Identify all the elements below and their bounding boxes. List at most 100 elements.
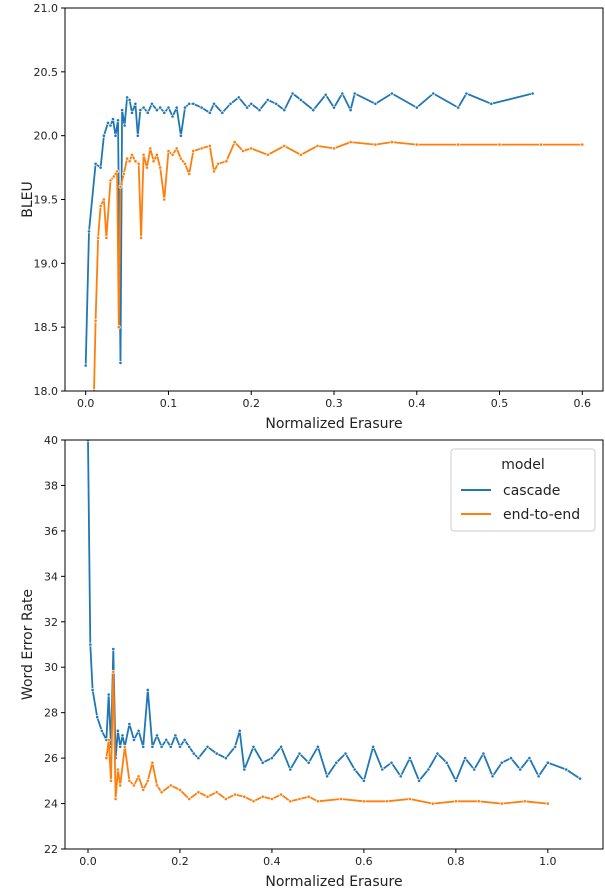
- bleu-point-cascade: [464, 91, 469, 96]
- bleu-point-cascade: [130, 110, 134, 115]
- wer-point-cascade: [178, 744, 182, 749]
- wer-point-cascade: [490, 774, 495, 779]
- bleu-point-end-to-end: [166, 149, 171, 153]
- bleu-point-end-to-end: [162, 197, 167, 202]
- bleu-point-end-to-end: [125, 156, 130, 161]
- bleu-point-cascade: [111, 117, 115, 122]
- bleu-point-end-to-end: [232, 140, 237, 145]
- bleu-point-end-to-end: [130, 152, 134, 157]
- bleu-point-end-to-end: [104, 235, 109, 240]
- wer-point-end-to-end: [159, 790, 164, 795]
- bleu-point-cascade: [120, 108, 125, 113]
- wer-point-end-to-end: [150, 760, 155, 765]
- bleu-x-tick-label: 0.4: [408, 397, 426, 410]
- wer-point-cascade: [371, 744, 376, 749]
- wer-point-end-to-end: [260, 794, 265, 799]
- bleu-point-end-to-end: [315, 143, 320, 148]
- wer-point-cascade: [288, 767, 293, 772]
- wer-point-end-to-end: [453, 799, 458, 804]
- wer-x-tick-label: 1.0: [539, 855, 557, 868]
- wer-point-end-to-end: [127, 778, 132, 783]
- bleu-point-cascade: [249, 101, 254, 106]
- bleu-point-end-to-end: [133, 159, 138, 164]
- bleu-point-cascade: [212, 101, 216, 106]
- wer-point-cascade: [106, 692, 111, 697]
- wer-point-end-to-end: [132, 783, 136, 788]
- bleu-x-tick-label: 0.2: [242, 397, 260, 410]
- wer-point-cascade: [527, 756, 532, 761]
- wer-x-tick-label: 0.8: [447, 855, 465, 868]
- bleu-point-cascade: [116, 118, 120, 123]
- bleu-point-cascade: [228, 101, 233, 106]
- wer-y-tick-label: 26: [44, 752, 58, 765]
- bleu-y-axis-label: BLEU: [20, 181, 36, 218]
- wer-point-cascade: [159, 744, 164, 749]
- bleu-point-cascade: [274, 101, 279, 106]
- wer-x-axis-label: Normalized Erasure: [265, 874, 402, 890]
- bleu-point-end-to-end: [212, 169, 216, 174]
- bleu-y-tick-label: 18.0: [34, 385, 59, 398]
- wer-point-cascade: [196, 756, 201, 761]
- wer-point-end-to-end: [214, 790, 219, 795]
- wer-point-cascade: [453, 778, 458, 783]
- wer-point-cascade: [260, 760, 265, 765]
- wer-y-tick-label: 40: [44, 434, 58, 447]
- wer-point-cascade: [150, 744, 155, 749]
- bleu-point-end-to-end: [118, 184, 123, 189]
- bleu-chart: 0.0 0.1 0.2 0.3 0.4 0.5 0.6 18.0 18.5 19.0 19.5 20.…: [20, 2, 604, 432]
- wer-point-cascade: [132, 738, 136, 742]
- bleu-point-end-to-end: [373, 142, 378, 147]
- wer-point-cascade: [88, 642, 93, 647]
- wer-point-end-to-end: [279, 792, 284, 797]
- wer-point-cascade: [343, 751, 348, 756]
- bleu-point-cascade: [414, 105, 419, 110]
- bleu-x-tick-label: 0.1: [160, 397, 178, 410]
- wer-point-cascade: [168, 744, 173, 749]
- wer-point-cascade: [242, 767, 247, 772]
- wer-point-end-to-end: [476, 799, 481, 804]
- wer-point-cascade: [214, 751, 219, 756]
- wer-y-tick-label: 30: [44, 661, 58, 674]
- wer-point-end-to-end: [141, 788, 146, 792]
- bleu-point-end-to-end: [199, 146, 204, 151]
- wer-point-cascade: [111, 647, 116, 651]
- wer-point-end-to-end: [223, 797, 228, 801]
- bleu-x-tick-label: 0.5: [491, 397, 509, 410]
- wer-point-cascade: [269, 756, 274, 761]
- wer-point-cascade: [426, 767, 431, 772]
- bleu-point-end-to-end: [144, 165, 149, 170]
- wer-y-tick-label: 24: [44, 798, 58, 811]
- legend-label-cascade: cascade: [503, 483, 560, 499]
- bleu-point-cascade: [93, 161, 98, 166]
- wer-point-end-to-end: [111, 669, 116, 674]
- wer-y-tick-label: 38: [44, 479, 58, 492]
- bleu-point-cascade: [530, 91, 535, 96]
- bleu-point-cascade: [127, 98, 132, 102]
- wer-point-end-to-end: [113, 797, 118, 801]
- bleu-point-cascade: [236, 95, 241, 100]
- bleu-point-cascade: [106, 121, 110, 125]
- wer-point-cascade: [334, 760, 339, 765]
- wer-point-cascade: [398, 774, 403, 779]
- bleu-point-end-to-end: [141, 152, 146, 157]
- bleu-point-cascade: [373, 101, 378, 106]
- wer-point-cascade: [191, 751, 196, 756]
- wer-point-end-to-end: [109, 778, 113, 783]
- wer-point-end-to-end: [242, 794, 247, 799]
- bleu-point-cascade: [191, 101, 196, 106]
- wer-point-end-to-end: [545, 801, 550, 806]
- wer-point-end-to-end: [196, 790, 201, 795]
- bleu-point-cascade: [113, 133, 118, 138]
- wer-point-end-to-end: [118, 783, 123, 788]
- wer-point-cascade: [233, 744, 238, 749]
- wer-point-end-to-end: [155, 783, 159, 788]
- bleu-point-end-to-end: [497, 142, 502, 147]
- bleu-point-cascade: [290, 91, 295, 96]
- bleu-point-end-to-end: [224, 159, 229, 164]
- wer-point-cascade: [279, 744, 284, 749]
- bleu-point-end-to-end: [539, 142, 543, 147]
- wer-point-end-to-end: [136, 774, 141, 779]
- wer-point-cascade: [536, 774, 541, 779]
- bleu-point-end-to-end: [298, 152, 303, 157]
